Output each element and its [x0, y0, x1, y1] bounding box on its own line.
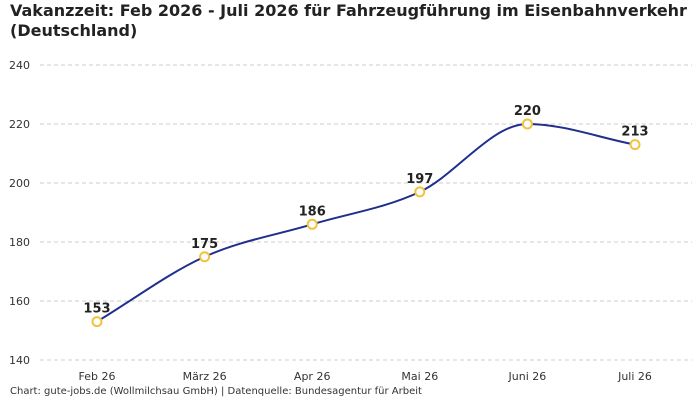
- series-line: [96, 122, 636, 323]
- data-point: [199, 251, 211, 263]
- data-points: [91, 118, 641, 328]
- data-point: [521, 118, 533, 130]
- x-tick-label: Juli 26: [617, 370, 652, 383]
- data-label: 213: [621, 125, 648, 140]
- data-point: [91, 316, 103, 328]
- gridlines: [40, 64, 692, 361]
- data-label: 186: [299, 204, 326, 219]
- data-label: 175: [191, 237, 218, 252]
- data-point: [629, 139, 641, 151]
- x-tick-label: Juni 26: [508, 370, 547, 383]
- y-axis-ticks: 140 160 180 200 220 240: [9, 59, 30, 367]
- data-point: [306, 218, 318, 230]
- x-tick-label: Mai 26: [401, 370, 438, 383]
- y-tick-label: 180: [9, 236, 30, 249]
- data-labels: 153 175 186 197 220 213: [83, 104, 648, 317]
- y-tick-label: 220: [9, 118, 30, 131]
- y-tick-label: 140: [9, 354, 30, 367]
- y-tick-label: 160: [9, 295, 30, 308]
- x-tick-label: Apr 26: [294, 370, 331, 383]
- x-tick-label: Feb 26: [79, 370, 116, 383]
- data-label: 153: [83, 302, 110, 317]
- data-label: 220: [514, 104, 541, 119]
- data-point: [414, 186, 426, 198]
- chart-title: Vakanzzeit: Feb 2026 - Juli 2026 für Fah…: [10, 1, 687, 40]
- source-footer: Chart: gute-jobs.de (Wollmilchsau GmbH) …: [10, 386, 422, 397]
- x-tick-label: März 26: [183, 370, 227, 383]
- y-tick-label: 240: [9, 59, 30, 72]
- series-line-group: [96, 122, 636, 323]
- y-tick-label: 200: [9, 177, 30, 190]
- data-label: 197: [406, 172, 433, 187]
- x-axis-ticks: Feb 26 März 26 Apr 26 Mai 26 Juni 26 Juli 26: [79, 370, 652, 383]
